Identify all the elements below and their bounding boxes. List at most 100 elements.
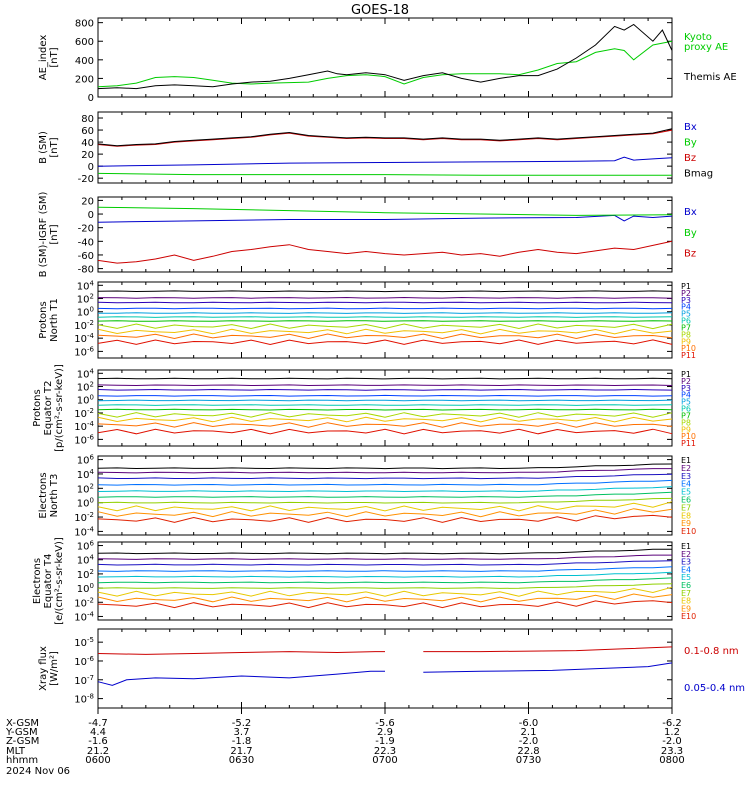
channel-line-e10: [97, 514, 673, 523]
legend-entry: E4: [681, 480, 691, 489]
series-line-0-1-0-8-nm: [97, 651, 385, 655]
channel-line-e9: [97, 593, 673, 603]
footer-value-mlt: 21.7: [230, 746, 252, 757]
channel-line-p7: [97, 408, 673, 411]
y-axis-label: [p/(cm²-s-sr-keV)]: [54, 364, 65, 452]
legend-entry: E8: [681, 511, 691, 520]
channel-line-e10: [97, 600, 673, 609]
footer-row-label: hhmm: [6, 755, 38, 766]
y-tick-label: 10-7: [74, 674, 94, 687]
footer-value-y-gsm: 4.4: [90, 727, 106, 738]
legend-b_sm: Bx By Bz Bmag: [684, 122, 713, 179]
y-tick-label: 10-2: [74, 511, 94, 524]
y-axis-label: Equator T4: [43, 554, 54, 609]
channel-line-p7: [97, 320, 673, 322]
y-tick-label: 106: [77, 540, 95, 553]
channel-line-p11: [97, 428, 673, 435]
y-tick-label: 0: [88, 162, 94, 173]
y-axis-label: [e/(cm²-s-sr-keV)]: [54, 537, 65, 625]
legend-entry: P11: [681, 439, 696, 448]
y-axis-label: Xray flux: [38, 646, 49, 691]
footer-value-hhmm: 0600: [85, 755, 110, 766]
footer-value-z-gsm: -1.8: [232, 736, 252, 747]
y-tick-label: 600: [75, 37, 94, 48]
channel-line-p2: [97, 384, 673, 387]
y-tick-label: 20: [81, 196, 94, 207]
channel-line-p4: [97, 307, 673, 310]
y-tick-label: 100: [77, 306, 94, 319]
y-tick-label: 100: [77, 497, 94, 510]
y-tick-label: 100: [77, 394, 94, 407]
y-tick-label: 104: [77, 554, 95, 567]
y-axis-label: Protons: [38, 301, 49, 338]
channel-line-p1: [97, 377, 673, 380]
channel-line-e6: [97, 491, 673, 498]
channel-line-p8: [97, 323, 673, 330]
legend-entry: P5: [681, 310, 691, 319]
y-tick-label: 102: [77, 293, 94, 306]
footer-value-hhmm: 0700: [372, 755, 397, 766]
y-tick-label: 0: [88, 93, 94, 104]
legend-entry: Bmag: [684, 168, 713, 179]
legend-entry: E5: [681, 488, 691, 497]
series-line-bx: [97, 214, 673, 223]
channel-line-p3: [97, 388, 673, 391]
channel-line-e3: [97, 473, 673, 480]
channel-line-p8: [97, 412, 673, 418]
y-tick-label: 10-6: [74, 655, 94, 668]
y-tick-label: 10-4: [74, 610, 94, 623]
footer-value-x-gsm: -5.6: [375, 718, 395, 729]
y-axis-label: Protons: [32, 389, 43, 426]
footer-value-x-gsm: -6.2: [662, 718, 682, 729]
channel-line-e4: [97, 479, 673, 486]
channel-line-p10: [97, 422, 673, 428]
series-line-bmag: [97, 128, 673, 147]
footer-row-label: 2024 Nov 06: [6, 766, 70, 777]
legend-entry: P3: [681, 384, 691, 393]
legend-entry: P11: [681, 351, 696, 360]
y-tick-label: 100: [77, 582, 94, 595]
channel-line-e7: [97, 583, 673, 589]
footer-value-x-gsm: -6.0: [519, 718, 539, 729]
legend-entry: E6: [681, 581, 691, 590]
channel-line-e2: [97, 554, 672, 560]
y-tick-label: 104: [77, 468, 95, 481]
panel-frame: [97, 111, 673, 184]
footer-value-y-gsm: 2.1: [521, 727, 537, 738]
footer-value-mlt: 22.8: [517, 746, 539, 757]
channel-line-p4: [97, 394, 673, 397]
legend-entry: E2: [681, 550, 691, 559]
legend-entry: 0.05-0.4 nm: [684, 683, 745, 694]
legend-entry: P7: [681, 411, 691, 420]
y-tick-label: -20: [78, 224, 94, 235]
y-tick-label: 0: [88, 210, 94, 221]
channel-line-e8: [97, 586, 673, 597]
channel-line-p6: [97, 404, 673, 406]
channel-line-e5: [97, 571, 673, 578]
legend-entry: E4: [681, 565, 691, 574]
series-line-0-05-0-4-nm: [97, 670, 385, 686]
y-tick-label: 10-2: [74, 596, 94, 609]
legend-entry: E7: [681, 503, 691, 512]
legend-entry: P2: [681, 289, 691, 298]
panel-frame: [97, 281, 673, 359]
channel-line-e4: [97, 566, 673, 572]
footer-value-y-gsm: 3.7: [234, 727, 250, 738]
channel-line-e1: [97, 463, 673, 470]
legend-entry: Kyoto: [684, 32, 712, 43]
y-tick-label: 200: [75, 74, 94, 85]
y-axis-label: [nT]: [49, 224, 60, 244]
channel-line-p9: [97, 416, 673, 423]
legend-entry: E1: [681, 456, 691, 465]
y-tick-label: 10-4: [74, 525, 94, 538]
legend-entry: P3: [681, 296, 691, 305]
legend-entry: Bx: [684, 207, 697, 218]
y-tick-label: 40: [81, 138, 94, 149]
legend-entry: E7: [681, 589, 691, 598]
channel-line-p1: [97, 290, 673, 293]
